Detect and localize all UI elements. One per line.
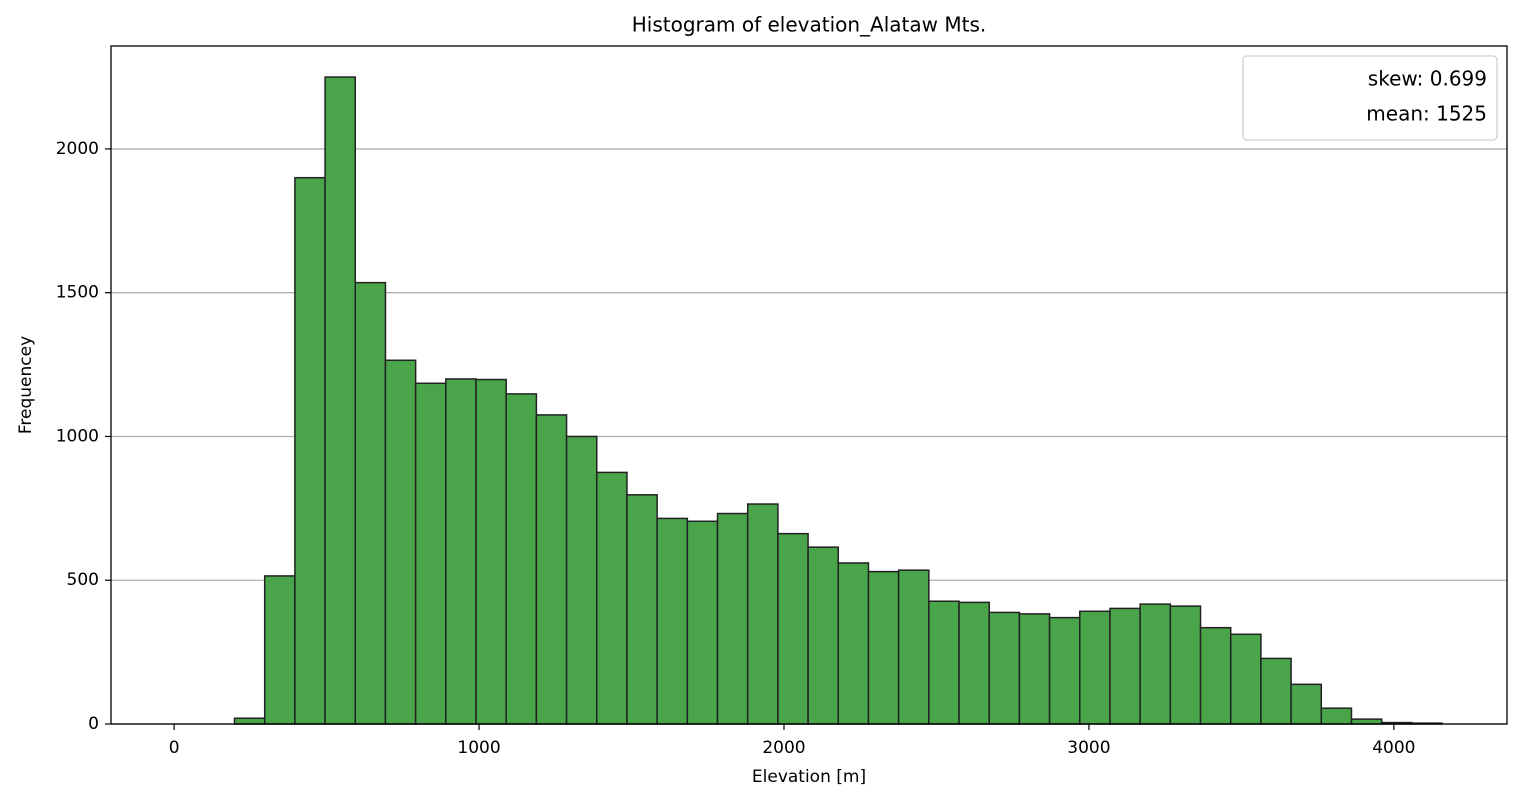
- bar: [1139, 603, 1172, 725]
- bar: [505, 393, 538, 725]
- bar: [656, 517, 689, 725]
- y-tick-label: 1000: [56, 426, 99, 446]
- bar: [1018, 613, 1051, 725]
- bar: [988, 611, 1021, 725]
- bar: [1290, 683, 1323, 725]
- bar: [294, 176, 326, 725]
- x-tick-label: 0: [169, 738, 180, 758]
- legend-text: mean: 1525: [1366, 102, 1487, 126]
- bar: [324, 76, 357, 725]
- bar: [1048, 616, 1081, 725]
- chart-title: Histogram of elevation_Alataw Mts.: [632, 13, 987, 37]
- bar: [716, 512, 749, 725]
- bar: [535, 414, 568, 725]
- bar: [1199, 626, 1232, 725]
- x-tick-label: 2000: [762, 738, 805, 758]
- y-axis-label: Frequencey: [16, 336, 36, 434]
- bar: [746, 503, 779, 725]
- y-tick-label: 1500: [56, 283, 99, 303]
- bar: [928, 600, 960, 725]
- bar: [1169, 605, 1202, 725]
- bar: [414, 382, 447, 725]
- y-tick-label: 0: [88, 714, 99, 734]
- bar: [867, 570, 900, 725]
- y-tick-label: 500: [67, 570, 99, 590]
- bar: [445, 378, 477, 725]
- bar: [384, 359, 417, 725]
- bar: [1079, 610, 1111, 725]
- plot-frame: [110, 45, 1508, 725]
- y-tick-label: 2000: [56, 139, 99, 159]
- bar: [626, 494, 658, 725]
- bar: [958, 601, 990, 725]
- bar: [1229, 633, 1262, 725]
- x-tick-label: 4000: [1372, 738, 1415, 758]
- bar: [263, 575, 296, 725]
- bar: [596, 471, 628, 725]
- x-tick-label: 3000: [1067, 738, 1110, 758]
- bar: [1320, 707, 1353, 725]
- x-axis-label: Elevation [m]: [752, 767, 866, 787]
- bar: [1109, 607, 1141, 725]
- bar: [897, 569, 930, 725]
- bar: [686, 520, 719, 725]
- bar: [565, 435, 598, 725]
- bar: [777, 532, 809, 725]
- legend-box: [1242, 55, 1498, 141]
- legend-text: skew: 0.699: [1368, 67, 1487, 91]
- x-tick-label: 1000: [457, 738, 500, 758]
- bar: [475, 378, 507, 725]
- bar: [807, 546, 840, 725]
- bar: [1260, 657, 1292, 725]
- bar: [1350, 718, 1383, 725]
- bar: [837, 562, 870, 725]
- bar: [233, 717, 266, 725]
- bar: [354, 281, 387, 725]
